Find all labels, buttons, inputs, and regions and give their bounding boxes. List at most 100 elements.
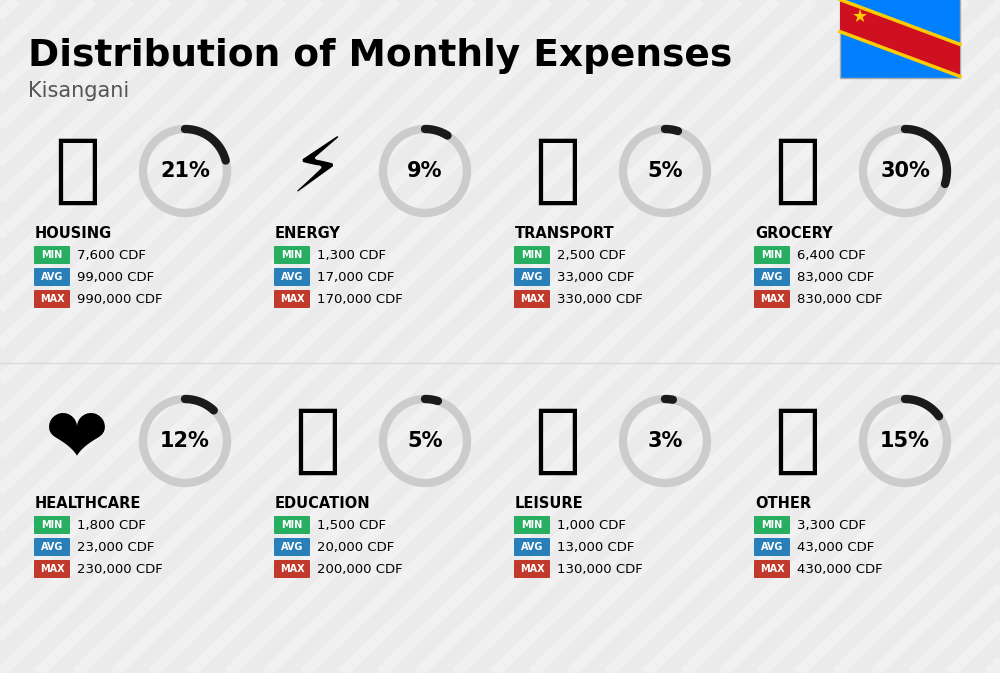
Text: MAX: MAX bbox=[520, 564, 544, 574]
Text: MIN: MIN bbox=[41, 250, 63, 260]
Text: MAX: MAX bbox=[40, 294, 64, 304]
Text: 1,000 CDF: 1,000 CDF bbox=[557, 518, 626, 532]
Text: 12%: 12% bbox=[160, 431, 210, 451]
Text: 230,000 CDF: 230,000 CDF bbox=[77, 563, 163, 575]
FancyBboxPatch shape bbox=[754, 560, 790, 578]
Text: 43,000 CDF: 43,000 CDF bbox=[797, 540, 874, 553]
Text: Kisangani: Kisangani bbox=[28, 81, 129, 101]
Text: 200,000 CDF: 200,000 CDF bbox=[317, 563, 403, 575]
Text: 5%: 5% bbox=[647, 161, 683, 181]
Text: 13,000 CDF: 13,000 CDF bbox=[557, 540, 634, 553]
FancyBboxPatch shape bbox=[34, 246, 70, 264]
Text: 1,300 CDF: 1,300 CDF bbox=[317, 248, 386, 262]
Text: MAX: MAX bbox=[280, 564, 304, 574]
FancyBboxPatch shape bbox=[514, 538, 550, 556]
FancyBboxPatch shape bbox=[34, 538, 70, 556]
Text: 5%: 5% bbox=[407, 431, 443, 451]
Text: 🏗: 🏗 bbox=[54, 134, 100, 208]
Text: ENERGY: ENERGY bbox=[275, 225, 341, 240]
FancyBboxPatch shape bbox=[274, 516, 310, 534]
Text: 💰: 💰 bbox=[774, 404, 820, 478]
FancyBboxPatch shape bbox=[754, 538, 790, 556]
FancyBboxPatch shape bbox=[274, 246, 310, 264]
Text: GROCERY: GROCERY bbox=[755, 225, 833, 240]
Text: AVG: AVG bbox=[521, 272, 543, 282]
Text: 330,000 CDF: 330,000 CDF bbox=[557, 293, 643, 306]
Text: AVG: AVG bbox=[281, 272, 303, 282]
Text: AVG: AVG bbox=[281, 542, 303, 552]
Text: MAX: MAX bbox=[280, 294, 304, 304]
Text: 130,000 CDF: 130,000 CDF bbox=[557, 563, 643, 575]
Text: 9%: 9% bbox=[407, 161, 443, 181]
Text: ❤️: ❤️ bbox=[45, 404, 109, 478]
FancyBboxPatch shape bbox=[34, 516, 70, 534]
FancyBboxPatch shape bbox=[754, 268, 790, 286]
Text: 🚌: 🚌 bbox=[534, 134, 580, 208]
Text: LEISURE: LEISURE bbox=[515, 495, 584, 511]
Text: 🎓: 🎓 bbox=[294, 404, 340, 478]
FancyBboxPatch shape bbox=[274, 290, 310, 308]
Text: 15%: 15% bbox=[880, 431, 930, 451]
Text: 23,000 CDF: 23,000 CDF bbox=[77, 540, 154, 553]
Text: AVG: AVG bbox=[761, 272, 783, 282]
Text: 2,500 CDF: 2,500 CDF bbox=[557, 248, 626, 262]
Text: 830,000 CDF: 830,000 CDF bbox=[797, 293, 883, 306]
Text: MIN: MIN bbox=[761, 250, 783, 260]
Text: AVG: AVG bbox=[521, 542, 543, 552]
Text: 3%: 3% bbox=[647, 431, 683, 451]
Text: MIN: MIN bbox=[281, 250, 303, 260]
Polygon shape bbox=[840, 0, 960, 77]
Text: MAX: MAX bbox=[40, 564, 64, 574]
Text: HOUSING: HOUSING bbox=[35, 225, 112, 240]
Text: MIN: MIN bbox=[521, 250, 543, 260]
FancyBboxPatch shape bbox=[754, 290, 790, 308]
Text: 1,800 CDF: 1,800 CDF bbox=[77, 518, 146, 532]
Text: 7,600 CDF: 7,600 CDF bbox=[77, 248, 146, 262]
Text: 430,000 CDF: 430,000 CDF bbox=[797, 563, 883, 575]
Text: ⚡: ⚡ bbox=[290, 134, 344, 208]
Text: HEALTHCARE: HEALTHCARE bbox=[35, 495, 141, 511]
Text: 33,000 CDF: 33,000 CDF bbox=[557, 271, 634, 283]
FancyBboxPatch shape bbox=[514, 516, 550, 534]
Text: 6,400 CDF: 6,400 CDF bbox=[797, 248, 866, 262]
Text: 1,500 CDF: 1,500 CDF bbox=[317, 518, 386, 532]
Text: 20,000 CDF: 20,000 CDF bbox=[317, 540, 394, 553]
FancyBboxPatch shape bbox=[34, 268, 70, 286]
Text: MIN: MIN bbox=[521, 520, 543, 530]
FancyBboxPatch shape bbox=[514, 246, 550, 264]
Text: 21%: 21% bbox=[160, 161, 210, 181]
Text: 83,000 CDF: 83,000 CDF bbox=[797, 271, 874, 283]
Text: OTHER: OTHER bbox=[755, 495, 811, 511]
Text: AVG: AVG bbox=[761, 542, 783, 552]
Text: 🛒: 🛒 bbox=[534, 404, 580, 478]
Text: EDUCATION: EDUCATION bbox=[275, 495, 371, 511]
FancyBboxPatch shape bbox=[514, 268, 550, 286]
FancyBboxPatch shape bbox=[34, 560, 70, 578]
Text: MIN: MIN bbox=[281, 520, 303, 530]
Text: AVG: AVG bbox=[41, 542, 63, 552]
Text: 3,300 CDF: 3,300 CDF bbox=[797, 518, 866, 532]
Text: 🛒: 🛒 bbox=[774, 134, 820, 208]
Text: 99,000 CDF: 99,000 CDF bbox=[77, 271, 154, 283]
FancyBboxPatch shape bbox=[514, 560, 550, 578]
Text: MIN: MIN bbox=[761, 520, 783, 530]
Text: TRANSPORT: TRANSPORT bbox=[515, 225, 615, 240]
FancyBboxPatch shape bbox=[34, 290, 70, 308]
FancyBboxPatch shape bbox=[754, 516, 790, 534]
Text: 17,000 CDF: 17,000 CDF bbox=[317, 271, 394, 283]
Text: ★: ★ bbox=[852, 8, 868, 26]
FancyBboxPatch shape bbox=[274, 268, 310, 286]
FancyBboxPatch shape bbox=[840, 0, 960, 78]
FancyBboxPatch shape bbox=[274, 560, 310, 578]
Text: 170,000 CDF: 170,000 CDF bbox=[317, 293, 403, 306]
Text: MIN: MIN bbox=[41, 520, 63, 530]
FancyBboxPatch shape bbox=[754, 246, 790, 264]
Text: 990,000 CDF: 990,000 CDF bbox=[77, 293, 162, 306]
Text: MAX: MAX bbox=[520, 294, 544, 304]
Text: MAX: MAX bbox=[760, 564, 784, 574]
Text: Distribution of Monthly Expenses: Distribution of Monthly Expenses bbox=[28, 38, 732, 74]
FancyBboxPatch shape bbox=[274, 538, 310, 556]
Text: 30%: 30% bbox=[880, 161, 930, 181]
Text: AVG: AVG bbox=[41, 272, 63, 282]
Text: MAX: MAX bbox=[760, 294, 784, 304]
